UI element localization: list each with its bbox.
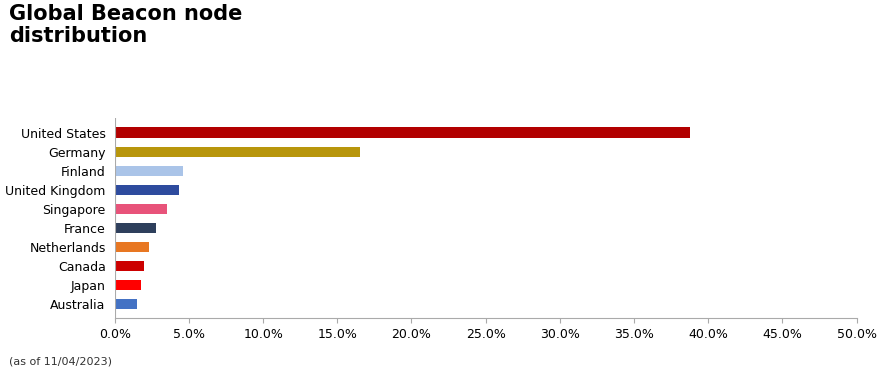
Bar [115, 165, 183, 176]
Bar [115, 223, 156, 233]
Bar [115, 260, 145, 271]
Bar [115, 280, 141, 290]
Text: Global Beacon node
distribution: Global Beacon node distribution [9, 4, 242, 46]
Text: (as of 11/04/2023): (as of 11/04/2023) [9, 356, 112, 366]
Bar [115, 242, 149, 252]
Bar [115, 185, 178, 195]
Bar [115, 299, 137, 309]
Bar [115, 147, 359, 157]
Bar [115, 204, 167, 214]
Bar [115, 128, 691, 138]
